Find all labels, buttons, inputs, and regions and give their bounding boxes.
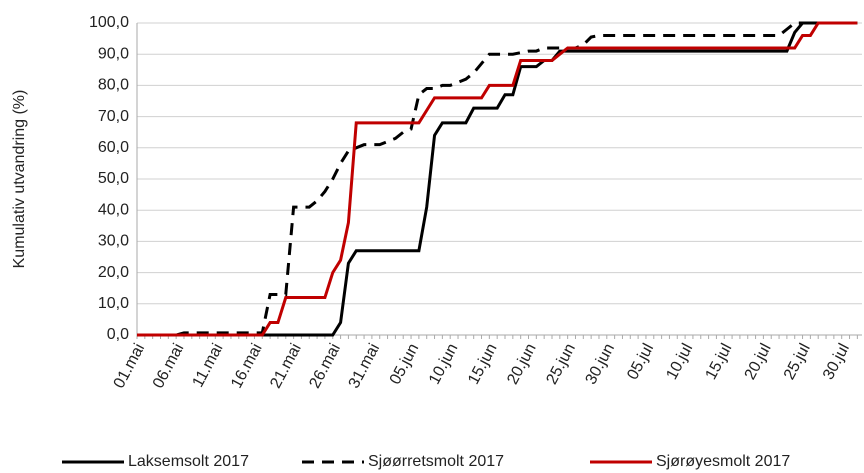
y-tick-label: 20,0 [98,264,129,281]
y-tick-label: 30,0 [98,233,129,250]
x-tick-label: 16.mai [228,341,266,391]
y-tick-label: 100,0 [89,14,129,31]
x-tick-label: 20.jun [504,341,539,387]
y-tick-label: 60,0 [98,139,129,156]
legend-label: Sjørøyesmolt 2017 [656,453,790,470]
legend-label: Sjøørretsmolt 2017 [368,453,504,470]
y-tick-label: 50,0 [98,170,129,187]
x-tick-label: 10.jun [426,341,461,387]
x-tick-label: 30.jul [820,341,853,383]
x-tick-label: 01.mai [111,341,149,391]
x-tick-label: 05.jun [387,341,422,387]
x-tick-label: 05.jul [624,341,657,383]
y-tick-label: 90,0 [98,45,129,62]
y-tick-label: 70,0 [98,108,129,125]
x-tick-label: 10.jul [663,341,696,383]
x-tick-label: 26.mai [306,341,344,391]
x-tick-label: 25.jun [543,341,578,387]
legend-label: Laksemsolt 2017 [128,453,249,470]
x-tick-label: 11.mai [190,341,227,390]
series-line [137,21,858,337]
x-tick-label: 06.mai [150,341,188,391]
y-tick-label: 10,0 [98,295,129,312]
x-tick-label: 31.mai [346,341,384,391]
x-tick-label: 15.jul [703,341,736,383]
series-line [137,21,858,337]
x-tick-label: 15.jun [465,341,500,387]
y-tick-label: 80,0 [98,77,129,94]
x-tick-label: 21.mai [267,341,305,391]
y-axis-label: Kumulativ utvandring (%) [11,90,28,269]
x-tick-label: 30.jun [583,341,618,387]
y-tick-label: 40,0 [98,201,129,218]
x-tick-label: 25.jul [781,341,814,383]
y-tick-label: 0,0 [107,326,129,343]
x-tick-label: 20.jul [742,341,775,383]
